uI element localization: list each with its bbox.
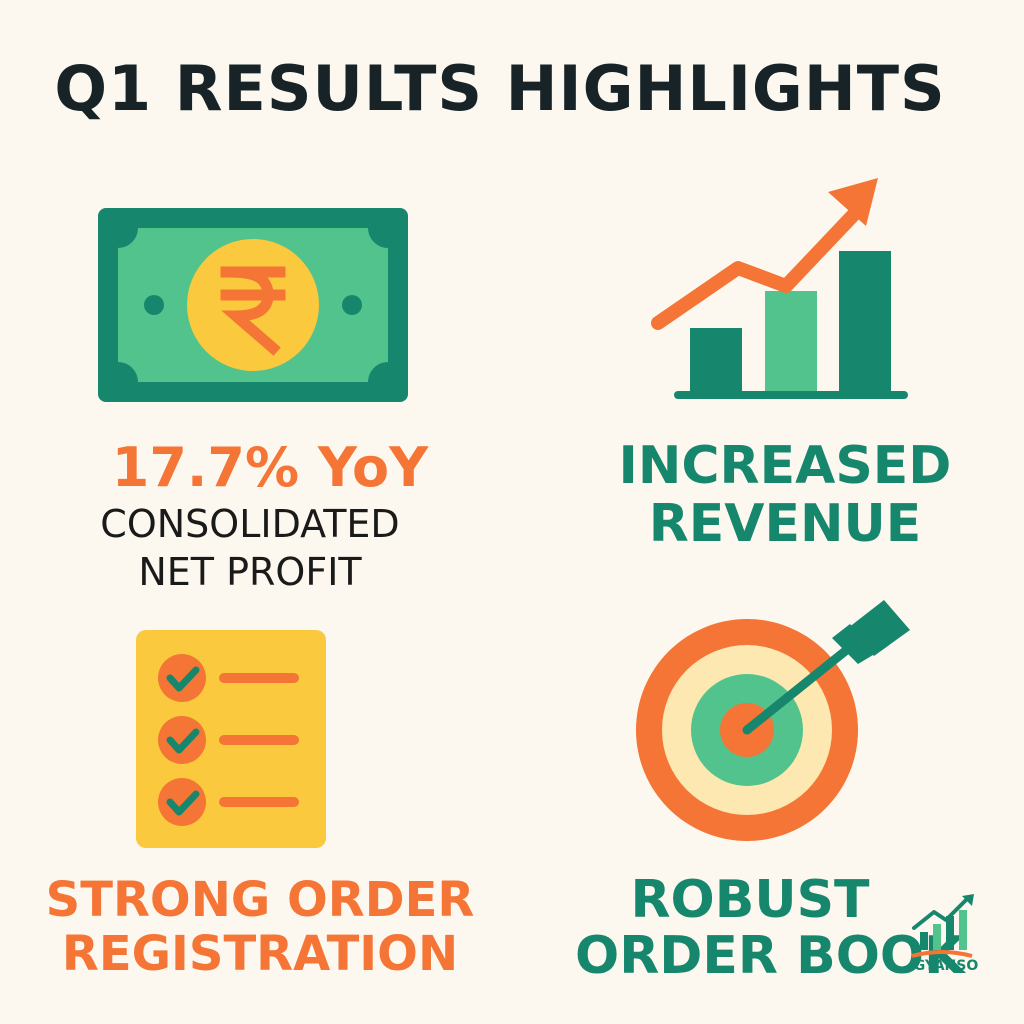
profit-label-line1: CONSOLIDATED (100, 502, 400, 546)
rupee-banknote-icon (98, 208, 408, 402)
growth-bar-chart-icon (651, 178, 908, 399)
logo-text: GYANSO (914, 958, 979, 974)
profit-growth-figure: 17.7% YoY (111, 436, 429, 499)
orders-label-line2: REGISTRATION (61, 926, 459, 982)
gyanso-logo-icon: GYANSO (911, 894, 979, 974)
profit-label-line2: NET PROFIT (138, 550, 362, 594)
book-label-line1: ROBUST (630, 870, 870, 930)
target-arrow-icon (636, 600, 910, 841)
orders-label-line1: STRONG ORDER (45, 872, 475, 928)
revenue-label-line1: INCREASED (618, 436, 952, 496)
book-label-line2: ORDER BOOK (575, 926, 965, 986)
checklist-icon (136, 630, 326, 848)
page-title: Q1 RESULTS HIGHLIGHTS (54, 52, 946, 125)
revenue-label-line2: REVENUE (648, 494, 922, 554)
